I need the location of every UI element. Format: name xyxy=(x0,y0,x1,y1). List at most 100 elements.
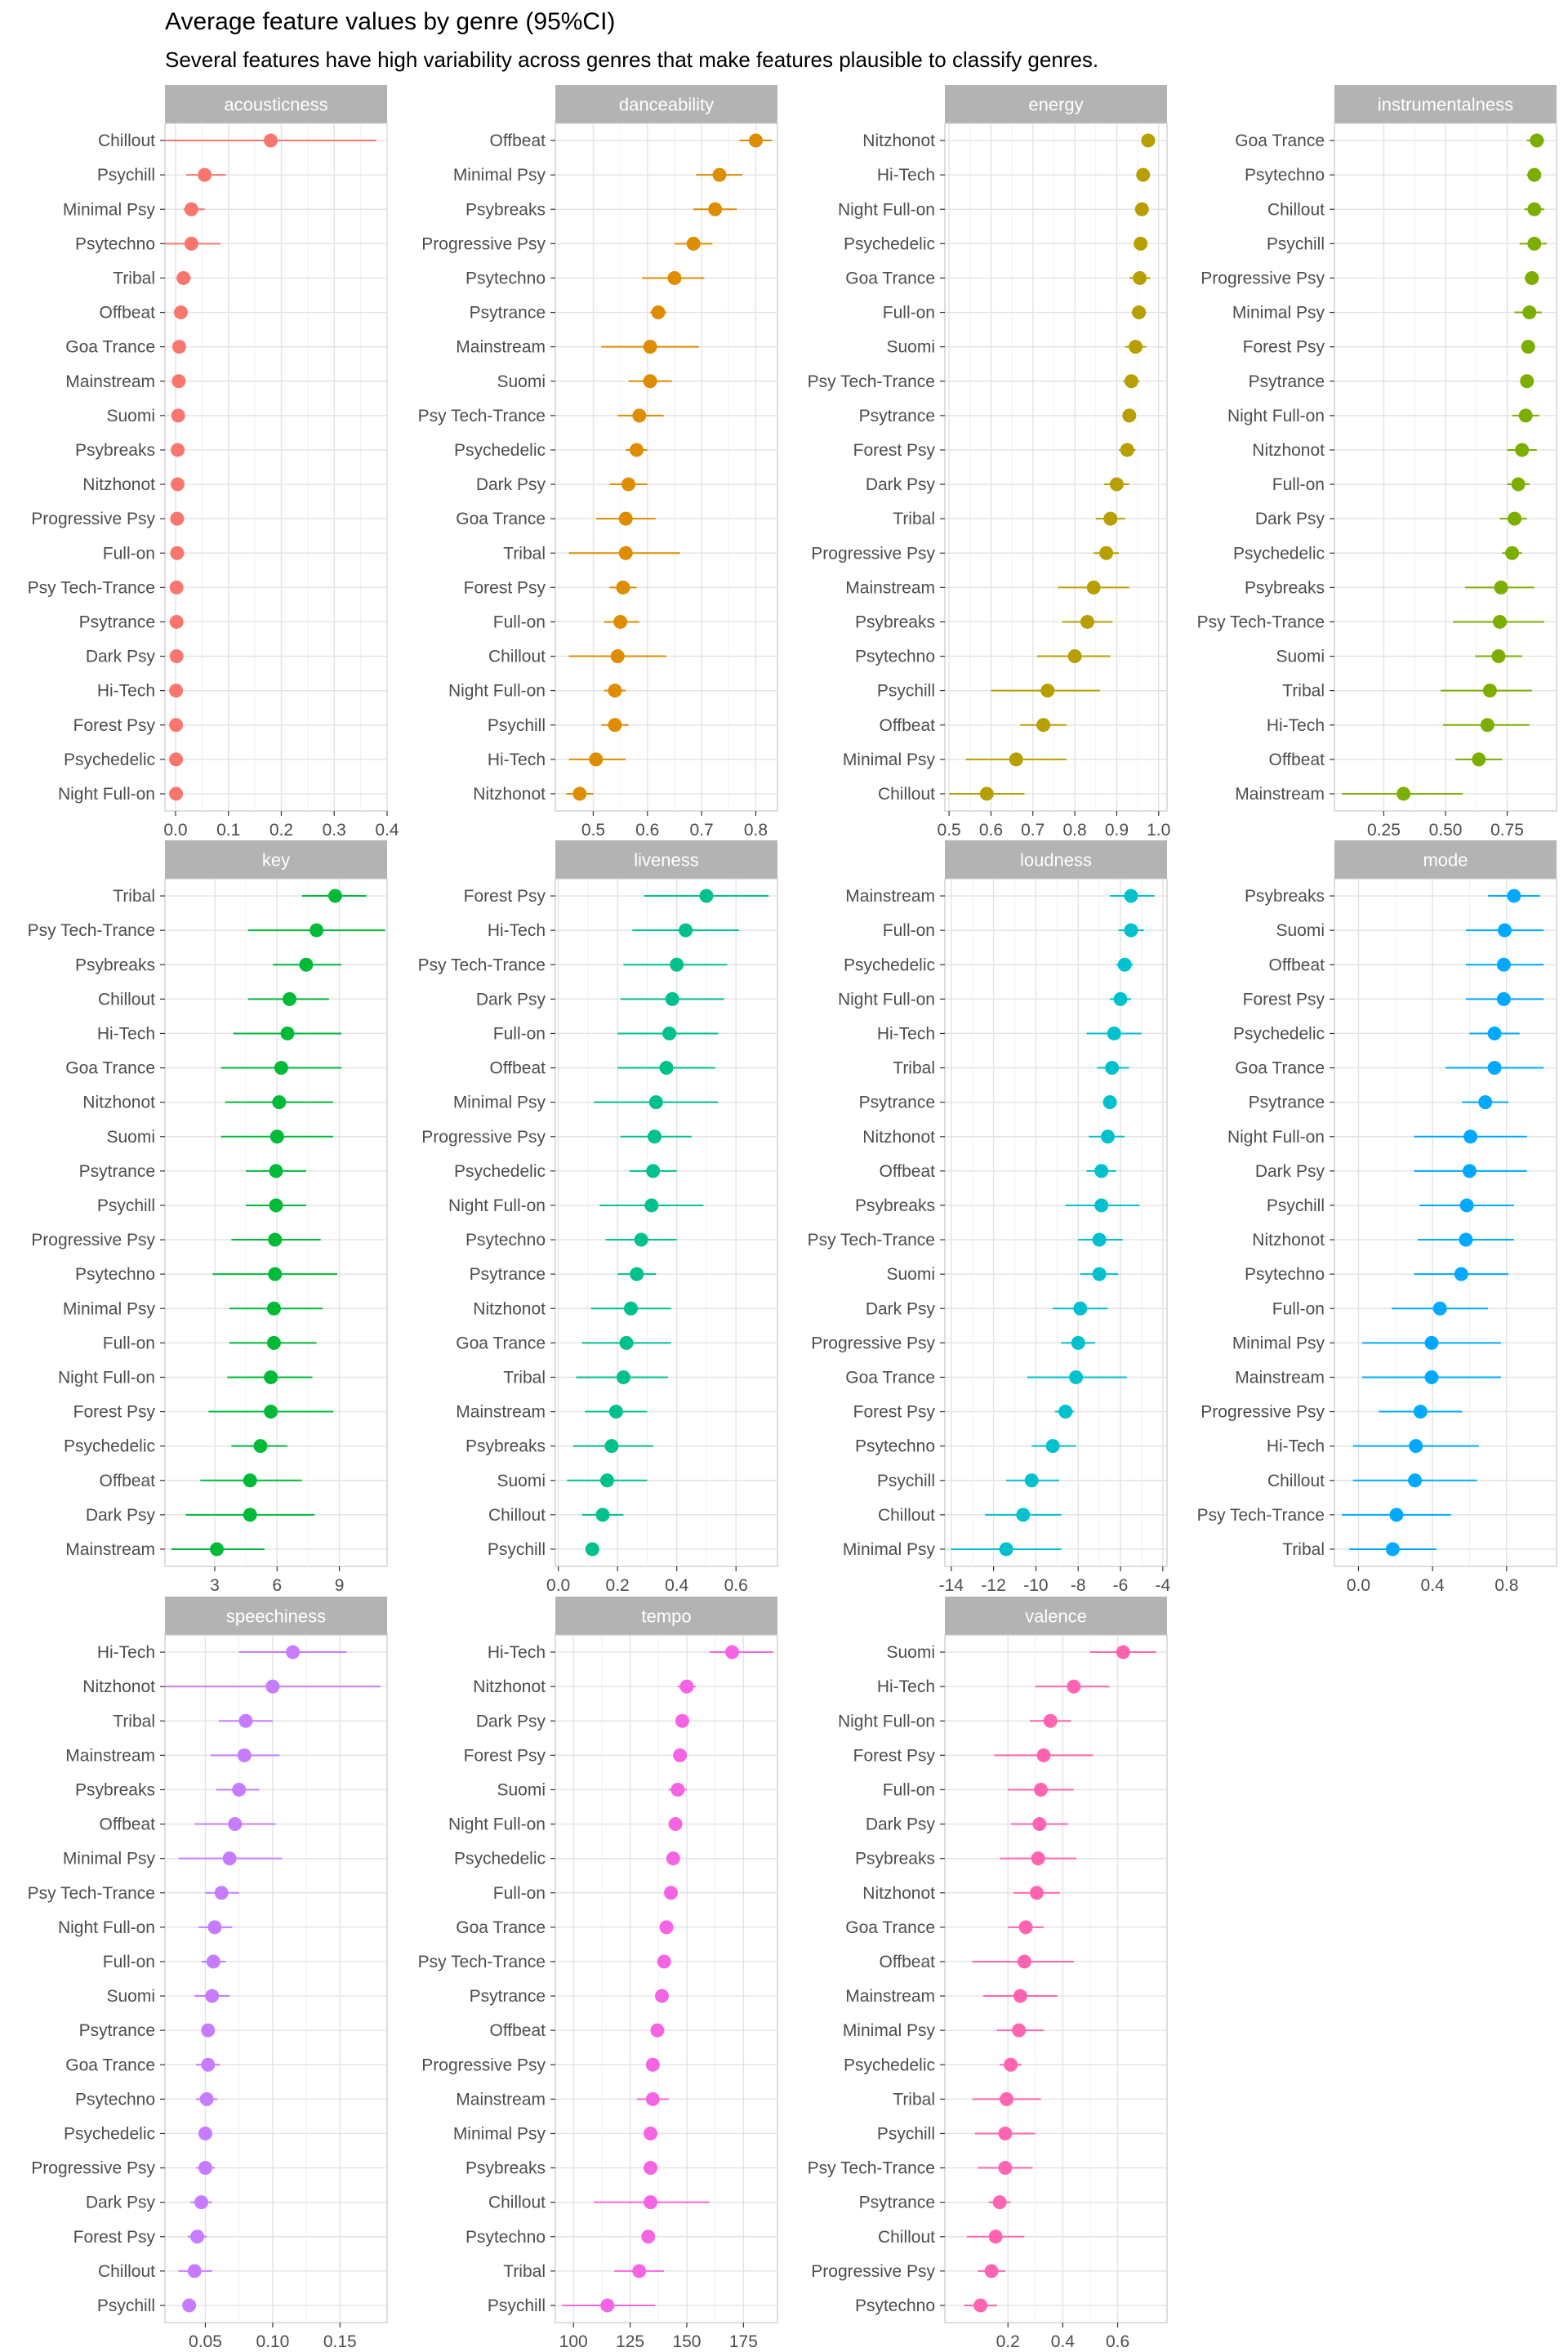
genre-label-psy-tech-trance: Psy Tech-Trance xyxy=(28,921,155,940)
genre-label-psychill: Psychill xyxy=(1267,1196,1325,1215)
genre-label-suomi: Suomi xyxy=(886,1643,935,1662)
mean-point-energy-mainstream xyxy=(1087,581,1101,595)
genre-label-nitzhonot: Nitzhonot xyxy=(862,1884,935,1903)
genre-label-goa-trance: Goa Trance xyxy=(456,1918,546,1937)
mean-point-tempo-psy-tech-trance xyxy=(657,1954,671,1968)
mean-point-valence-chillout xyxy=(989,2230,1003,2243)
genre-label-nitzhonot: Nitzhonot xyxy=(862,1128,935,1147)
panel-speechiness: speechiness0.05 0.10 0.15Hi-TechNitzhonotT… xyxy=(28,1597,387,2351)
genre-label-psytrance: Psytrance xyxy=(859,407,935,425)
genre-label-psytechno: Psytechno xyxy=(1245,166,1325,185)
genre-label-tribal: Tribal xyxy=(893,1059,935,1078)
mean-point-mode-forest-psy xyxy=(1497,992,1511,1006)
x-tick-label: 9 xyxy=(335,1576,345,1595)
mean-point-valence-dark-psy xyxy=(1032,1817,1046,1831)
panel-energy: energy 0.5 0.6 0.7 0.8 0.9 1.0 Nitzhonot Hi-Tech… xyxy=(808,85,1171,840)
panel-acousticness: acousticness0.0 0.1 0.2 0.3 0.4ChilloutPsych… xyxy=(28,85,399,840)
mean-point-speechiness-full-on xyxy=(207,1954,220,1968)
genre-label-offbeat: Offbeat xyxy=(100,304,156,323)
mean-point-valence-tribal xyxy=(1000,2092,1013,2106)
panel-mode: mode0.0 0.4 0.8PsybreaksSuomiOffbeatForest… xyxy=(1197,840,1557,1595)
mean-point-key-psychill xyxy=(270,1198,283,1212)
genre-label-hi-tech: Hi-Tech xyxy=(1267,1437,1325,1456)
mean-point-danceability-psychill xyxy=(608,718,621,732)
mean-point-instrumentalness-progressive-psy xyxy=(1525,271,1539,285)
strip-label-key: key xyxy=(262,850,290,871)
mean-point-liveness-psychill xyxy=(586,1542,599,1556)
genre-label-mainstream: Mainstream xyxy=(65,1540,155,1559)
genre-label-psychill: Psychill xyxy=(877,682,935,701)
genre-label-nitzhonot: Nitzhonot xyxy=(862,131,935,150)
mean-point-acousticness-tribal xyxy=(176,271,190,285)
mean-point-energy-dark-psy xyxy=(1110,478,1124,492)
mean-point-loudness-chillout xyxy=(1016,1508,1030,1521)
mean-point-acousticness-full-on xyxy=(170,546,184,560)
genre-label-minimal-psy: Minimal Psy xyxy=(63,1850,156,1869)
mean-point-loudness-night-full-on xyxy=(1114,992,1128,1006)
genre-label-forest-psy: Forest Psy xyxy=(1243,990,1325,1009)
mean-point-danceability-psychedelic xyxy=(630,443,644,457)
genre-label-chillout: Chillout xyxy=(488,648,546,666)
genre-label-night-full-on: Night Full-on xyxy=(58,1368,155,1387)
genre-label-psybreaks: Psybreaks xyxy=(1245,887,1325,906)
mean-point-speechiness-minimal-psy xyxy=(223,1851,237,1865)
genre-label-psybreaks: Psybreaks xyxy=(855,612,935,631)
mean-point-liveness-chillout xyxy=(596,1508,610,1521)
mean-point-key-psytrance xyxy=(270,1164,283,1178)
mean-point-liveness-goa-trance xyxy=(620,1336,634,1350)
x-tick-label: 0.10 xyxy=(256,2332,289,2351)
mean-point-valence-forest-psy xyxy=(1036,1748,1050,1762)
genre-label-mainstream: Mainstream xyxy=(456,1403,546,1422)
mean-point-tempo-mainstream xyxy=(646,2092,660,2106)
mean-point-speechiness-psytrance xyxy=(201,2024,215,2038)
genre-label-chillout: Chillout xyxy=(98,131,155,150)
genre-label-psybreaks: Psybreaks xyxy=(75,441,155,460)
mean-point-tempo-offbeat xyxy=(650,2024,664,2038)
mean-point-speechiness-psytechno xyxy=(200,2092,214,2106)
genre-label-progressive-psy: Progressive Psy xyxy=(31,1231,155,1250)
mean-point-mode-progressive-psy xyxy=(1414,1405,1428,1419)
genre-label-psychedelic: Psychedelic xyxy=(844,2056,935,2074)
mean-point-mode-goa-trance xyxy=(1488,1061,1502,1075)
mean-point-liveness-psytrance xyxy=(630,1267,644,1281)
genre-label-tribal: Tribal xyxy=(113,1712,155,1731)
x-tick-label: 0.6 xyxy=(635,821,659,840)
strip-label-liveness: liveness xyxy=(634,850,698,871)
mean-point-speechiness-psychedelic xyxy=(198,2127,212,2140)
x-tick-label: 0.75 xyxy=(1490,821,1524,840)
mean-point-danceability-forest-psy xyxy=(616,581,630,595)
genre-label-psytechno: Psytechno xyxy=(855,2296,935,2315)
genre-label-psychedelic: Psychedelic xyxy=(1233,1024,1325,1043)
mean-point-mode-nitzhonot xyxy=(1459,1233,1472,1247)
genre-label-hi-tech: Hi-Tech xyxy=(488,751,546,769)
mean-point-speechiness-night-full-on xyxy=(207,1920,221,1934)
genre-label-hi-tech: Hi-Tech xyxy=(488,921,546,940)
mean-point-instrumentalness-mainstream xyxy=(1396,786,1410,800)
mean-point-danceability-psy-tech-trance xyxy=(632,408,646,422)
mean-point-energy-forest-psy xyxy=(1120,443,1134,457)
plot-area-danceability xyxy=(555,123,777,811)
mean-point-instrumentalness-goa-trance xyxy=(1530,134,1544,148)
genre-label-offbeat: Offbeat xyxy=(490,131,546,150)
x-tick-label: 0.8 xyxy=(744,821,768,840)
genre-label-psybreaks: Psybreaks xyxy=(466,2159,546,2178)
genre-label-minimal-psy: Minimal Psy xyxy=(843,751,936,769)
strip-label-tempo: tempo xyxy=(641,1606,691,1627)
mean-point-tempo-suomi xyxy=(670,1783,684,1797)
mean-point-acousticness-goa-trance xyxy=(172,340,186,354)
genre-label-psychedelic: Psychedelic xyxy=(454,1162,546,1181)
mean-point-key-suomi xyxy=(270,1129,284,1143)
mean-point-liveness-hi-tech xyxy=(679,924,693,938)
genre-label-goa-trance: Goa Trance xyxy=(65,338,155,357)
mean-point-liveness-night-full-on xyxy=(644,1198,658,1212)
mean-point-liveness-tribal xyxy=(617,1370,630,1384)
mean-point-key-minimal-psy xyxy=(267,1302,281,1316)
genre-label-psytrance: Psytrance xyxy=(859,1094,935,1112)
mean-point-danceability-progressive-psy xyxy=(687,237,701,251)
mean-point-loudness-forest-psy xyxy=(1058,1405,1072,1419)
genre-label-suomi: Suomi xyxy=(1276,921,1325,940)
mean-point-speechiness-tribal xyxy=(238,1714,252,1728)
mean-point-loudness-mainstream xyxy=(1124,889,1138,903)
mean-point-key-chillout xyxy=(283,992,296,1006)
